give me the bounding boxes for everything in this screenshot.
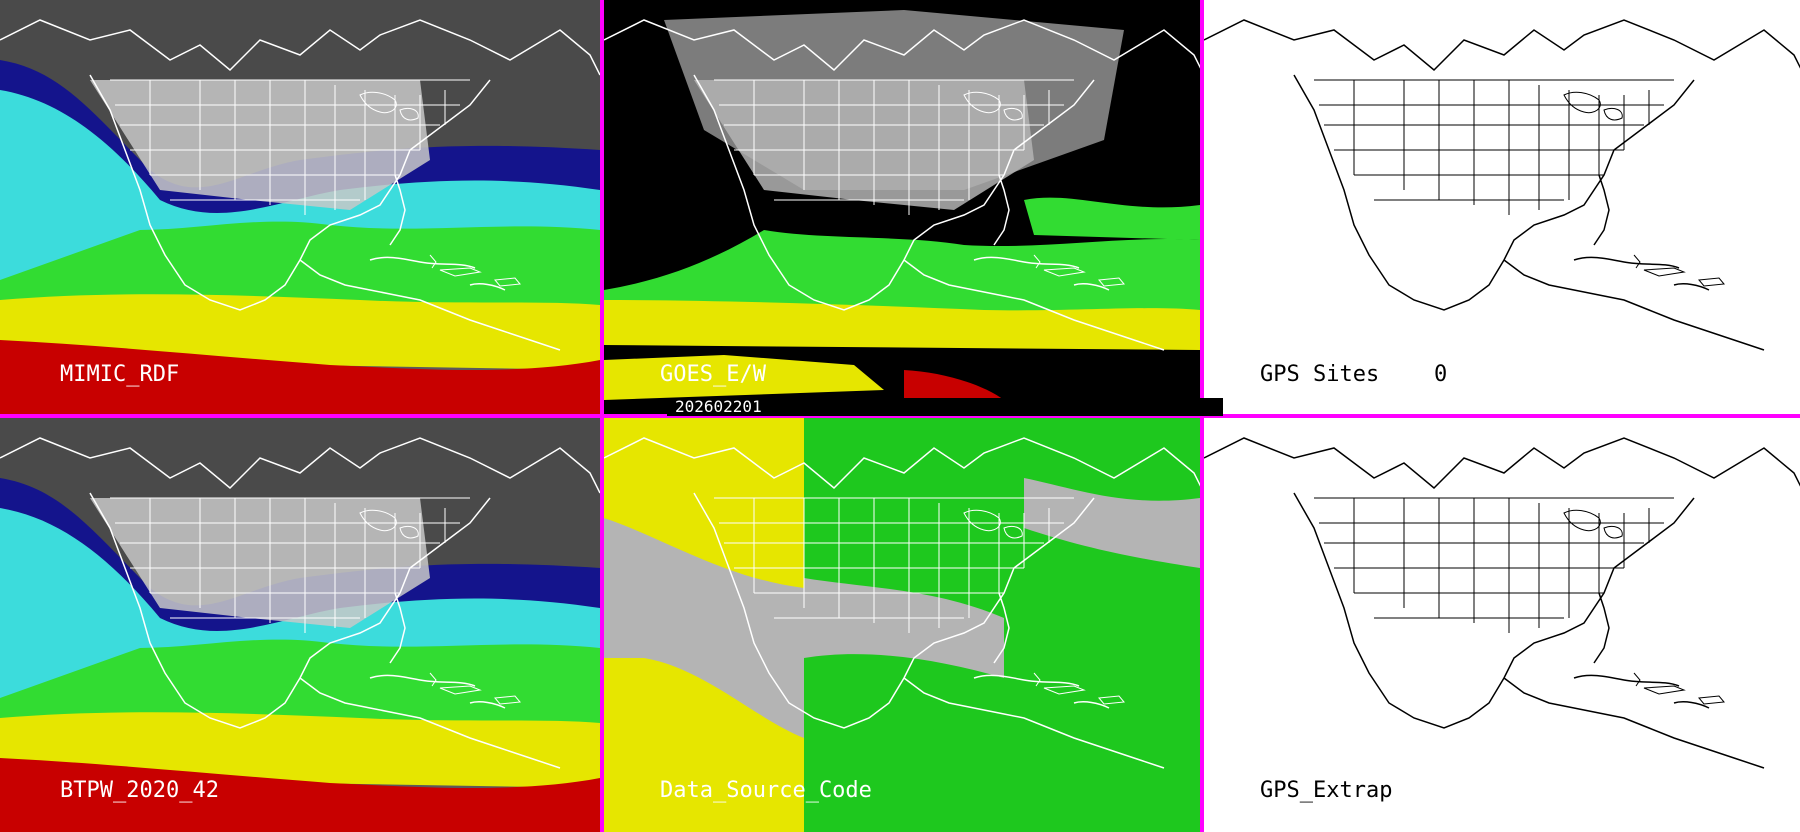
panel-gps-sites[interactable]: GPS Sites 0 [1204, 0, 1800, 414]
timestamp-bar: 202602201 [667, 398, 1223, 416]
panel-label: GOES_E/W [660, 362, 766, 387]
tpw-field-map [0, 418, 600, 832]
panel-label: MIMIC_RDF [60, 362, 180, 387]
tpw-goes-map [604, 0, 1200, 414]
panel-data-source[interactable]: Data_Source_Code [604, 418, 1200, 832]
panel-goes-ew[interactable]: GOES_E/W [604, 0, 1200, 414]
timestamp-text: 202602201 [675, 397, 762, 416]
panel-label: Data_Source_Code [660, 778, 872, 803]
tpw-field-map [0, 0, 600, 414]
panel-gps-extrap[interactable]: GPS_Extrap [1204, 418, 1800, 832]
panel-mimic-rdf[interactable]: MIMIC_RDF [0, 0, 600, 414]
outline-map [1204, 418, 1800, 832]
panel-label: BTPW_2020_42 [60, 778, 219, 803]
panel-btpw[interactable]: BTPW_2020_42 [0, 418, 600, 832]
source-code-map [604, 418, 1200, 832]
outline-map [1204, 0, 1800, 414]
divider-horizontal [0, 414, 1800, 418]
gps-sites-count: 0 [1434, 362, 1448, 387]
panel-label: GPS Sites [1260, 362, 1380, 387]
panel-label: GPS_Extrap [1260, 778, 1393, 803]
